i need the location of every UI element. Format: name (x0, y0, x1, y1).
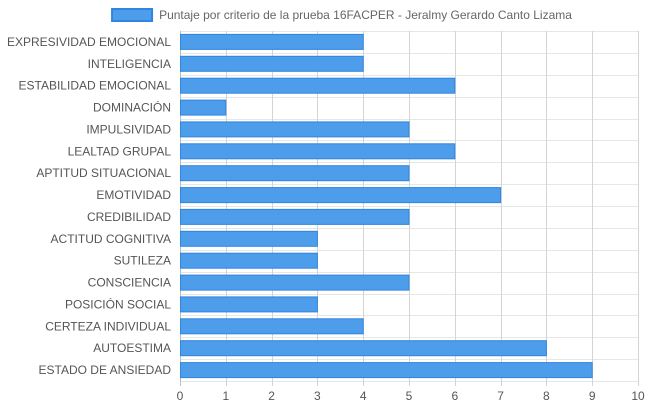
x-tick-label: 2 (268, 389, 275, 403)
x-tick-label: 1 (222, 389, 229, 403)
category-label: EMOTIVIDAD (96, 188, 171, 202)
category-label: AUTOESTIMA (93, 341, 171, 355)
category-label: POSICIÓN SOCIAL (65, 296, 171, 311)
bar[interactable] (180, 143, 456, 160)
x-tick-label: 7 (497, 389, 504, 403)
category-label: LEALTAD GRUPAL (68, 144, 172, 158)
category-label: INTELIGENCIA (88, 57, 171, 71)
x-axis-ticks: 0 1 2 3 4 5 6 7 8 9 10 (177, 389, 645, 403)
bar[interactable] (180, 208, 410, 225)
legend[interactable]: Puntaje por criterio de la prueba 16FACP… (111, 8, 572, 22)
x-tick-label: 6 (451, 389, 458, 403)
bar[interactable] (180, 318, 364, 335)
bar[interactable] (180, 230, 318, 247)
category-labels: EXPRESIVIDAD EMOCIONAL INTELIGENCIA ESTABI… (7, 35, 171, 377)
category-label: IMPULSIVIDAD (86, 122, 171, 136)
category-label: CREDIBILIDAD (87, 210, 171, 224)
x-tick-label: 3 (314, 389, 321, 403)
bar[interactable] (180, 187, 502, 204)
bar[interactable] (180, 33, 364, 50)
bar[interactable] (180, 252, 318, 269)
category-label: DOMINACIÓN (93, 100, 171, 115)
category-label: ESTABILIDAD EMOCIONAL (19, 79, 172, 93)
category-label: SUTILEZA (114, 254, 171, 268)
category-label: EXPRESIVIDAD EMOCIONAL (7, 35, 171, 49)
category-label: CONSCIENCIA (88, 276, 171, 290)
bar[interactable] (180, 99, 227, 116)
legend-swatch[interactable] (111, 8, 154, 22)
bar[interactable] (180, 340, 547, 357)
bars (180, 33, 593, 379)
x-tick-label: 10 (631, 389, 645, 403)
x-tick-label: 9 (589, 389, 596, 403)
bar[interactable] (180, 121, 410, 138)
x-tick-label: 8 (543, 389, 550, 403)
x-tick-label: 4 (360, 389, 367, 403)
bar[interactable] (180, 77, 456, 94)
grid-lines (180, 31, 639, 386)
bar[interactable] (180, 362, 593, 379)
legend-label[interactable]: Puntaje por criterio de la prueba 16FACP… (159, 8, 572, 22)
x-tick-label: 0 (177, 389, 184, 403)
x-tick-label: 5 (406, 389, 413, 403)
bar[interactable] (180, 165, 410, 182)
category-label: ACTITUD COGNITIVA (51, 232, 171, 246)
category-label: CERTEZA INDIVIDUAL (45, 319, 171, 333)
bar[interactable] (180, 296, 318, 313)
category-label: ESTADO DE ANSIEDAD (39, 363, 172, 377)
bar[interactable] (180, 55, 364, 72)
bar[interactable] (180, 274, 410, 291)
category-label: APTITUD SITUACIONAL (36, 166, 171, 180)
